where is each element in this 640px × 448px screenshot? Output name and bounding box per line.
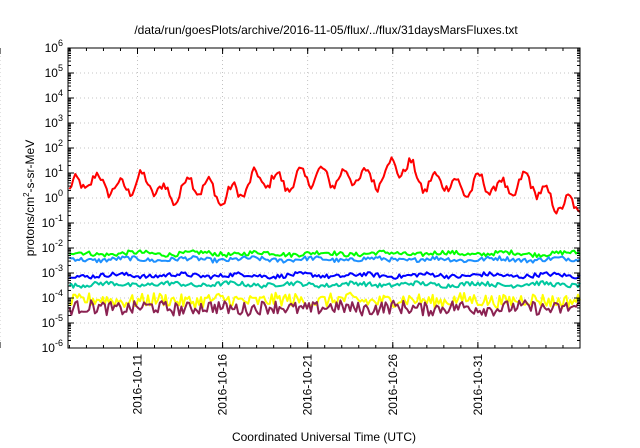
x-tick-label: 2016-10-11: [130, 354, 144, 415]
y-tick-label-exp: -1: [55, 213, 63, 223]
y-tick-label: 102: [45, 138, 63, 155]
chart-title: /data/run/goesPlots/archive/2016-11-05/f…: [134, 23, 518, 37]
y-tick-label: 103: [45, 113, 63, 130]
y-tick-label-base: 10: [45, 191, 59, 205]
x-tick-label: 2016-10-26: [386, 354, 400, 416]
y-tick-label-base: 10: [42, 266, 56, 280]
y-axis: 10-610-510-410-310-210-11001011021031041…: [42, 38, 580, 355]
series-line-2: [69, 249, 581, 258]
y-tick-label: 100: [45, 188, 63, 205]
x-axis-label: Coordinated Universal Time (UTC): [232, 430, 416, 444]
y-tick-label-exp: -4: [55, 288, 63, 298]
y-axis-label-main: protons/cm: [23, 197, 37, 256]
series-line-3: [69, 255, 581, 264]
y-tick-label: 10-6: [42, 338, 63, 355]
y-tick-label: 10-1: [42, 213, 63, 230]
series-line-1: [68, 156, 581, 215]
y-tick-label-base: 10: [42, 341, 56, 355]
y-tick-label-exp: 0: [58, 188, 63, 198]
y-tick-label-base: 10: [45, 116, 59, 130]
y-tick-label-exp: -2: [55, 238, 63, 248]
y-tick-label: 105: [45, 63, 63, 80]
y-axis-label-sup: 2: [22, 192, 31, 197]
y-tick-label-base: 10: [42, 291, 56, 305]
y-tick-label-exp: 1: [58, 163, 63, 173]
series-line-6: [68, 291, 581, 310]
y-tick-label: 10-3: [42, 263, 63, 280]
y-tick-label: 101: [45, 163, 63, 180]
y-tick-label-exp: 5: [58, 63, 63, 73]
x-axis: 2016-10-11 2016-10-16 2016-10-21 2016-10-26…: [0, 0, 564, 416]
y-tick-label-exp: 2: [58, 138, 63, 148]
y-tick-label-base: 10: [45, 41, 59, 55]
y-tick-label-exp: -6: [55, 338, 63, 348]
y-tick-label-exp: 4: [58, 88, 63, 98]
y-tick-label-exp: 3: [58, 113, 63, 123]
y-tick-label: 104: [45, 88, 63, 105]
y-tick-label-base: 10: [45, 166, 59, 180]
y-tick-label: 10-2: [42, 238, 63, 255]
series-layer: [68, 156, 581, 317]
y-tick-label-base: 10: [45, 66, 59, 80]
y-tick-label-base: 10: [42, 316, 56, 330]
y-axis-label: protons/cm2-s-sr-MeV: [22, 140, 37, 256]
y-tick-label-exp: 6: [58, 38, 63, 48]
series-line-7: [68, 299, 581, 317]
x-tick-label: 2016-10-16: [216, 354, 230, 416]
x-tick-label: 2016-10-31: [471, 354, 485, 416]
series-line-5: [68, 280, 581, 289]
y-tick-label-base: 10: [42, 241, 56, 255]
x-tick-label: 2016-10-21: [301, 354, 315, 416]
y-tick-label: 106: [45, 38, 63, 55]
y-tick-label-base: 10: [45, 91, 59, 105]
y-tick-label: 10-5: [42, 313, 63, 330]
y-tick-label-exp: -3: [55, 263, 63, 273]
y-tick-label-base: 10: [45, 141, 59, 155]
y-tick-label-base: 10: [42, 216, 56, 230]
y-axis-label-rest: -s-sr-MeV: [23, 140, 37, 193]
y-tick-label: 10-4: [42, 288, 63, 305]
series-line-4: [69, 271, 581, 280]
y-tick-label-exp: -5: [55, 313, 63, 323]
